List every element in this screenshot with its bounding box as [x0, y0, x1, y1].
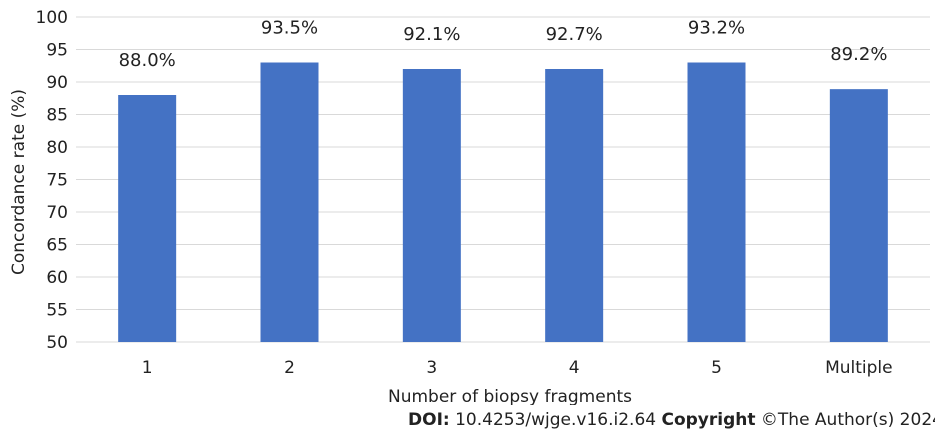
x-tick-5: 5	[711, 358, 722, 378]
y-tick-labels: 50 55 60 65 70 75 80 85 90 95 100	[36, 8, 68, 353]
bar-chart: 50 55 60 65 70 75 80 85 90 95 100 88.0% 93.5% 92.1% 9…	[9, 8, 930, 405]
y-tick-95: 95	[46, 41, 68, 61]
y-tick-80: 80	[46, 138, 68, 158]
citation-footer: DOI: 10.4253/wjge.v16.i2.64 Copyright ©T…	[408, 410, 935, 430]
y-tick-75: 75	[46, 171, 68, 191]
bar-3	[402, 69, 461, 342]
gridlines	[76, 16, 930, 343]
bar-4	[545, 69, 604, 342]
y-tick-90: 90	[46, 73, 68, 93]
bar-2	[260, 62, 319, 342]
data-label-5: 93.2%	[688, 18, 745, 39]
data-label-Multiple: 89.2%	[830, 44, 887, 65]
data-label-2: 93.5%	[261, 18, 318, 39]
x-tick-4: 4	[569, 358, 580, 378]
x-tick-3: 3	[426, 358, 437, 378]
bar-1	[118, 95, 177, 342]
x-tick-Multiple: Multiple	[825, 358, 893, 378]
data-label-1: 88.0%	[119, 50, 176, 71]
bar-Multiple	[829, 89, 888, 343]
x-tick-2: 2	[284, 358, 295, 378]
x-tick-1: 1	[142, 358, 153, 378]
y-axis-label: Concordance rate (%)	[9, 89, 29, 275]
y-tick-55: 55	[46, 301, 68, 321]
y-tick-65: 65	[46, 236, 68, 256]
copyright-label: Copyright	[661, 410, 756, 430]
y-tick-60: 60	[46, 268, 68, 288]
x-axis-label: Number of biopsy fragments	[388, 387, 632, 405]
bars	[118, 62, 888, 343]
doi-label: DOI:	[408, 410, 450, 430]
copyright-value: ©The Author(s) 2024.	[760, 410, 935, 430]
data-label-3: 92.1%	[403, 24, 460, 45]
y-tick-70: 70	[46, 203, 68, 223]
doi-value: 10.4253/wjge.v16.i2.64	[455, 410, 657, 430]
data-labels: 88.0% 93.5% 92.1% 92.7% 93.2% 89.2%	[119, 18, 888, 72]
x-tick-labels: 1 2 3 4 5 Multiple	[142, 358, 893, 378]
y-tick-85: 85	[46, 106, 68, 126]
y-tick-50: 50	[46, 333, 68, 353]
bar-5	[687, 62, 746, 342]
y-tick-100: 100	[36, 8, 68, 28]
data-label-4: 92.7%	[546, 24, 603, 45]
